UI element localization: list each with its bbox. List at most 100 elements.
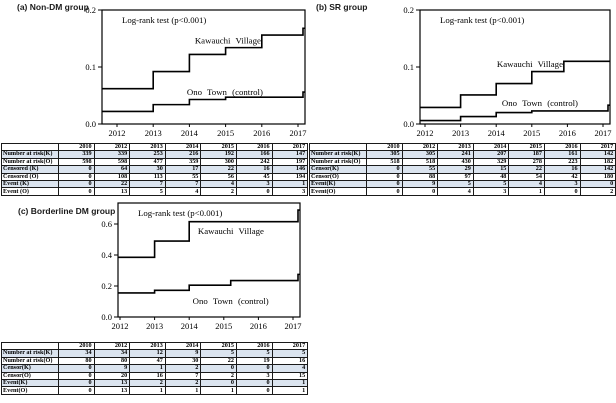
table-cell: 339 — [93, 150, 131, 159]
table-cell: 0 — [235, 378, 273, 388]
table-cell: 2 — [579, 187, 616, 196]
table-cell: 0 — [58, 172, 95, 182]
row-label: Censored (K) — [1, 165, 59, 174]
table-cell: 305 — [366, 150, 403, 159]
x-tick-label: 2014 — [181, 128, 199, 138]
table-cell: 518 — [366, 157, 403, 167]
table-cell: 16 — [271, 356, 309, 366]
table-cell: 142 — [579, 150, 616, 159]
table-cell: 2 — [164, 364, 202, 373]
table-cell: 15 — [271, 371, 309, 381]
table-cell: 1 — [508, 187, 545, 196]
table-corner-cell — [1, 341, 59, 351]
logrank-annotation: Log-rank test (p<0.001) — [138, 208, 222, 218]
table-cell: 22 — [93, 179, 131, 189]
table-cell: 161 — [543, 150, 581, 159]
series-label: Kawauchi Village — [195, 36, 261, 46]
x-tick-label: 2014 — [488, 128, 506, 138]
table-cell: 113 — [129, 172, 166, 182]
table-cell: 15 — [472, 165, 510, 174]
row-label: Censor(K) — [1, 364, 59, 373]
table-cell: 13 — [93, 378, 131, 388]
table-cell: 5 — [472, 179, 510, 189]
row-label: Event (K) — [1, 179, 59, 189]
table-cell: 0 — [401, 187, 439, 196]
table-cell: 0 — [235, 386, 273, 395]
series-label: Kawauchi Village — [198, 226, 264, 236]
table-cell: 0 — [58, 187, 95, 196]
table-cell: 9 — [164, 349, 202, 358]
y-tick-label: 0.0 — [85, 119, 96, 129]
table-row: Event(K) 0 9 5 5 4 3 0 — [309, 179, 616, 189]
table-cell: 48 — [472, 172, 510, 182]
series-label: Kawauchi Village — [497, 59, 563, 69]
table-row: Event (O) 0 13 5 4 2 0 3 — [1, 187, 309, 196]
table-cell: 0 — [366, 172, 403, 182]
y-tick-label: 0.1 — [403, 62, 414, 72]
row-label: Event(K) — [1, 378, 59, 388]
table-cell: 7 — [164, 371, 202, 381]
table-cell: 7 — [164, 179, 202, 189]
table-cell: 4 — [164, 187, 202, 196]
year-header: 2017 — [271, 142, 309, 152]
table-cell: 3 — [472, 187, 510, 196]
x-tick-label: 2017 — [595, 128, 612, 138]
table-cell: 197 — [271, 157, 309, 167]
plot-frame — [117, 202, 301, 318]
table-cell: 0 — [235, 364, 273, 373]
table-row: Censor(O) 0 88 97 48 54 42 180 — [309, 172, 616, 182]
table-cell: 4 — [271, 364, 309, 373]
table-cell: 1 — [129, 364, 166, 373]
year-header: 2013 — [437, 142, 474, 152]
table-cell: 0 — [58, 386, 95, 395]
row-label: Number at risk(O) — [1, 157, 59, 167]
row-label: Number at risk(O) — [309, 157, 367, 167]
chart-non-dm: 0.0 0.1 0.2 2012 2013 2014 2015 2016 2017 Log-ran… — [85, 5, 306, 138]
row-label: Number at risk(O) — [1, 356, 59, 366]
y-tick-label: 0.1 — [85, 62, 96, 72]
table-cell: 47 — [129, 356, 166, 366]
table-cell: 0 — [366, 187, 403, 196]
table-cell: 242 — [235, 157, 273, 167]
table-cell: 1 — [129, 386, 166, 395]
table-cell: 0 — [579, 179, 616, 189]
table-row: Censor(K) 0 9 1 2 0 0 4 — [1, 364, 309, 373]
series-line — [102, 27, 305, 90]
table-cell: 22 — [200, 165, 237, 174]
table-cell: 3 — [543, 179, 581, 189]
table-cell: 55 — [164, 172, 202, 182]
table-cell: 2 — [129, 378, 166, 388]
plot-frame — [101, 9, 306, 125]
table-cell: 253 — [129, 150, 166, 159]
table-cell: 108 — [93, 172, 131, 182]
year-header: 2010 — [58, 142, 95, 152]
table-cell: 3 — [235, 371, 273, 381]
table-cell: 216 — [164, 150, 202, 159]
x-tick-label: 2012 — [112, 321, 129, 331]
table-row: Censor(O) 0 20 16 7 2 3 15 — [1, 371, 309, 381]
table-cell: 0 — [543, 187, 581, 196]
table-cell: 7 — [129, 179, 166, 189]
table-cell: 241 — [437, 150, 474, 159]
x-tick-label: 2012 — [109, 128, 126, 138]
table-cell: 0 — [200, 378, 237, 388]
risk-table: 2010 2012 2013 2014 2015 2016 2017 Number at ri… — [309, 142, 616, 196]
table-cell: 16 — [235, 165, 273, 174]
year-header: 2012 — [401, 142, 439, 152]
x-tick-label: 2014 — [181, 321, 199, 331]
row-label: Event(O) — [1, 386, 59, 395]
x-tick-label: 2013 — [146, 321, 163, 331]
table-cell: 518 — [401, 157, 439, 167]
y-tick-label: 0.0 — [403, 119, 414, 129]
table-cell: 0 — [58, 371, 95, 381]
x-tick-label: 2016 — [250, 321, 267, 331]
table-cell: 1 — [271, 378, 309, 388]
table-row: Event(O) 0 0 4 3 1 0 2 — [309, 187, 616, 196]
series-label: Ono Town (control) — [502, 98, 578, 108]
table-cell: 22 — [200, 356, 237, 366]
table-cell: 88 — [401, 172, 439, 182]
table-cell: 13 — [93, 187, 131, 196]
x-tick-label: 2012 — [417, 128, 434, 138]
row-label: Censor(O) — [1, 371, 59, 381]
